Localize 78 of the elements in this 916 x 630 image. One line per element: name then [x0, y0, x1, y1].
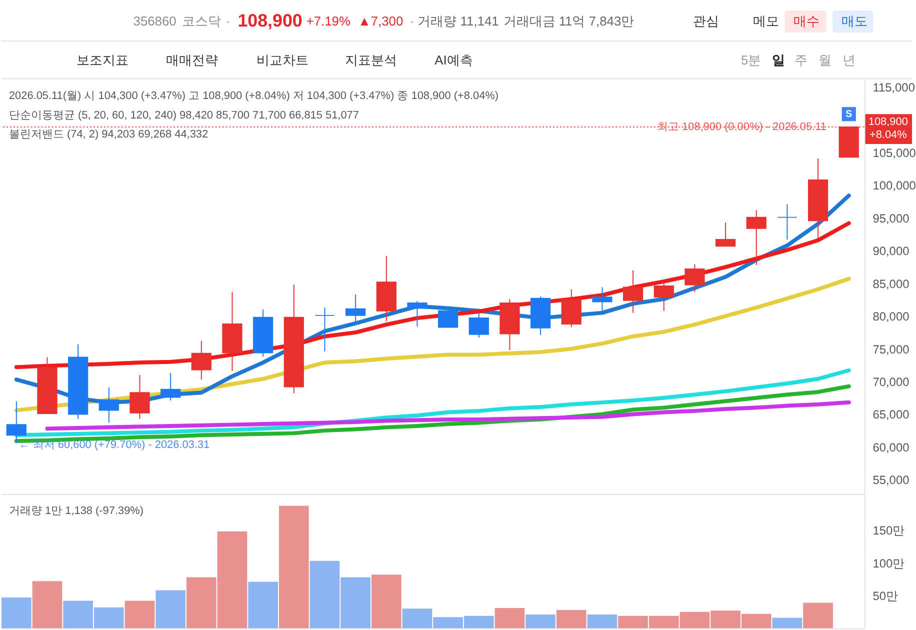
- text: 지표분석: [345, 52, 398, 68]
- bar: [803, 602, 833, 628]
- bar: [248, 582, 278, 628]
- candlestick: [191, 340, 212, 380]
- candlestick: [622, 270, 644, 314]
- line-series: [45, 400, 851, 431]
- y-tick-label: 90,000: [872, 244, 910, 258]
- annotation: 단순이동평균 (5, 20, 60, 120, 240) 98,420 85,700 71,700 66,815 51,077: [8, 109, 359, 122]
- text: 매수: [794, 14, 820, 29]
- text: 보조지표: [76, 52, 129, 68]
- bar: [494, 608, 525, 628]
- text: ·: [410, 14, 414, 29]
- bar: [156, 590, 186, 628]
- annotation: ← 최저 60,600 (+79.70%) - 2026.03.31: [18, 438, 210, 451]
- bar: [124, 600, 155, 628]
- candlestick: [314, 307, 335, 352]
- annotation: 거래량 1만 1,138 (-97.39%): [8, 504, 144, 517]
- text: 108,900: [868, 116, 908, 128]
- y-tick-label: 150만: [872, 524, 905, 538]
- text: 년: [842, 52, 856, 68]
- text: 관심: [693, 14, 720, 29]
- candlestick: [715, 222, 736, 247]
- y-tick-label: 50만: [872, 589, 898, 604]
- y-tick-label: 105,000: [872, 146, 916, 160]
- y-tick-label: 85,000: [872, 276, 910, 291]
- y-tick-label: 100,000: [872, 178, 916, 193]
- candlestick: [160, 372, 181, 401]
- candlestick: [654, 282, 674, 312]
- bar: [1, 598, 32, 628]
- text: 메모: [752, 14, 779, 29]
- bar: [556, 610, 586, 628]
- text: AI예측: [434, 52, 473, 68]
- y-tick-label: 65,000: [872, 408, 910, 422]
- bar: [526, 614, 556, 628]
- y-tick-label: 80,000: [872, 310, 910, 324]
- candlestick: [684, 264, 705, 292]
- text: ·: [226, 14, 230, 29]
- text: 코스닥: [182, 14, 222, 29]
- y-tick-label: 100만: [872, 556, 905, 570]
- candlestick: [130, 374, 150, 420]
- y-tick-label: 55,000: [872, 473, 910, 488]
- candlestick: [468, 312, 489, 338]
- text: 일: [772, 52, 785, 68]
- annotation: 볼린저밴드 (74, 2) 94,203 69,268 44,332: [8, 128, 208, 141]
- text: 거래대금 11억 7,843만: [503, 14, 634, 29]
- candlestick: [98, 386, 119, 424]
- annotation: S: [846, 109, 853, 120]
- text: 108,900: [238, 10, 302, 31]
- annotation: 2026.05.11(월) 시 104,300 (+3.47%) 고 108,900 (+8.04%) 저 104,300 (+3.47%) 종 108,900 (+8.04%): [8, 90, 499, 102]
- text: 거래량 11,141: [418, 14, 499, 29]
- text: 주: [794, 52, 808, 68]
- text: 비교차트: [256, 52, 309, 68]
- y-tick-label: 60,000: [872, 440, 910, 454]
- bar: [772, 618, 802, 628]
- candlestick: [746, 210, 766, 266]
- bar: [32, 581, 62, 628]
- candlestick: [6, 400, 26, 444]
- bar: [371, 574, 402, 628]
- y-tick-label: 75,000: [872, 342, 910, 356]
- text: 월: [818, 52, 832, 68]
- y-tick-label: 70,000: [872, 374, 910, 389]
- candlestick: [407, 300, 428, 328]
- candlestick: [346, 294, 366, 326]
- text: +8.04%: [869, 128, 908, 141]
- text: 356860: [133, 14, 176, 29]
- text: 5분: [740, 52, 762, 68]
- text: +7.19%: [306, 14, 351, 29]
- y-tick-label: 115,000: [872, 80, 916, 95]
- ref-line-label: 최고 108,900 (0.00%) - 2026.05.11: [656, 121, 826, 134]
- candlestick: [438, 310, 458, 328]
- bar: [278, 506, 309, 628]
- text: 매도: [841, 14, 868, 29]
- y-tick-label: 95,000: [872, 211, 910, 226]
- text: 매매전략: [166, 52, 218, 68]
- candlestick: [592, 286, 612, 312]
- candlestick: [777, 204, 798, 240]
- bar: [587, 614, 618, 628]
- text: ▲7,300: [358, 14, 404, 29]
